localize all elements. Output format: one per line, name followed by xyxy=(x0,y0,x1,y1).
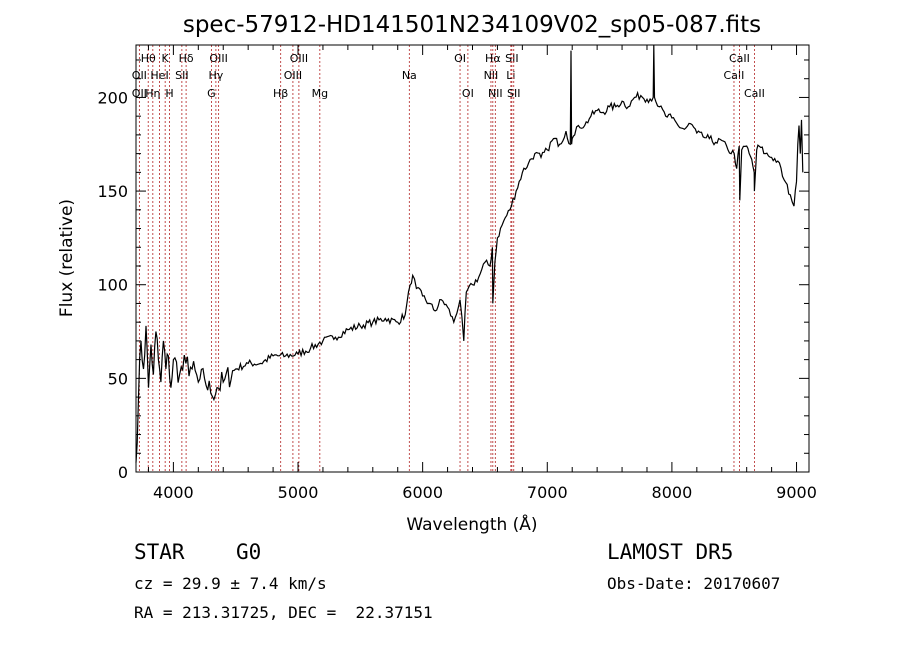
survey-name: LAMOST DR5 xyxy=(607,540,734,564)
y-tick-label-2: 100 xyxy=(97,276,128,295)
x-tick-label-0: 4000 xyxy=(153,483,194,502)
plot-frame xyxy=(135,44,810,473)
marker-label-22: CaII xyxy=(724,69,745,82)
marker-label-23: CaII xyxy=(729,52,750,65)
marker-label-21: SII xyxy=(507,87,520,100)
marker-label-11: OIII xyxy=(290,52,308,65)
y-axis-label: Flux (relative) xyxy=(57,199,77,317)
observation-date: Obs-Date: 20170607 xyxy=(607,574,781,593)
marker-label-0: Hθ xyxy=(141,52,156,65)
marker-label-24: CaII xyxy=(744,87,765,100)
marker-label-12: Mg xyxy=(312,87,328,100)
marker-label-27: OII xyxy=(132,87,147,100)
marker-label-8: G xyxy=(207,87,216,100)
spectral-subclass: G0 xyxy=(236,540,262,564)
x-tick-label-2: 6000 xyxy=(402,483,443,502)
marker-label-3: H xyxy=(165,87,173,100)
marker-label-13: Na xyxy=(402,69,417,82)
marker-label-26: HeI xyxy=(150,69,168,82)
marker-label-14: OI xyxy=(454,52,466,65)
marker-label-9: Hβ xyxy=(273,87,288,100)
redshift-text: cz = 29.9 ± 7.4 km/s xyxy=(134,574,327,593)
marker-label-17: Hα xyxy=(485,52,501,65)
x-tick-label-1: 5000 xyxy=(278,483,319,502)
y-tick-label-4: 200 xyxy=(97,88,128,107)
x-tick-label-3: 7000 xyxy=(527,483,568,502)
coordinates-text: RA = 213.31725, DEC = 22.37151 xyxy=(134,603,433,622)
marker-label-18: NII xyxy=(488,87,503,100)
x-tick-label-4: 8000 xyxy=(652,483,693,502)
marker-label-16: NII xyxy=(484,69,499,82)
y-tick-label-0: 0 xyxy=(118,463,128,482)
marker-label-20: SII xyxy=(505,52,518,65)
marker-label-7: Hγ xyxy=(208,69,223,82)
marker-label-4: Hδ xyxy=(179,52,194,65)
tick-labels: 4000 5000 6000 7000 8000 9000 0 50 100 150 200 xyxy=(97,88,816,502)
marker-label-10: OIII xyxy=(284,69,302,82)
marker-label-2: K xyxy=(162,52,170,65)
marker-label-5: SII xyxy=(175,69,188,82)
x-tick-label-5: 9000 xyxy=(776,483,817,502)
line-markers: Hθ Hη K H Hδ SII OIII Hγ G Hβ OIII OIII Mg Na OI OI NII H… xyxy=(132,45,765,472)
marker-label-6: OIII xyxy=(209,52,227,65)
object-type: STAR xyxy=(134,540,185,564)
axis-ticks xyxy=(136,45,809,473)
y-tick-label-3: 150 xyxy=(97,182,128,201)
marker-label-1: Hη xyxy=(145,87,160,100)
y-tick-label-1: 50 xyxy=(108,369,128,388)
marker-label-19: Li xyxy=(506,69,515,82)
spectrum-line xyxy=(135,44,804,463)
marker-label-25: OII xyxy=(132,69,147,82)
x-axis-label: Wavelength (Å) xyxy=(406,513,537,535)
chart-title: spec-57912-HD141501N234109V02_sp05-087.f… xyxy=(183,12,761,38)
marker-label-15: OI xyxy=(462,87,474,100)
